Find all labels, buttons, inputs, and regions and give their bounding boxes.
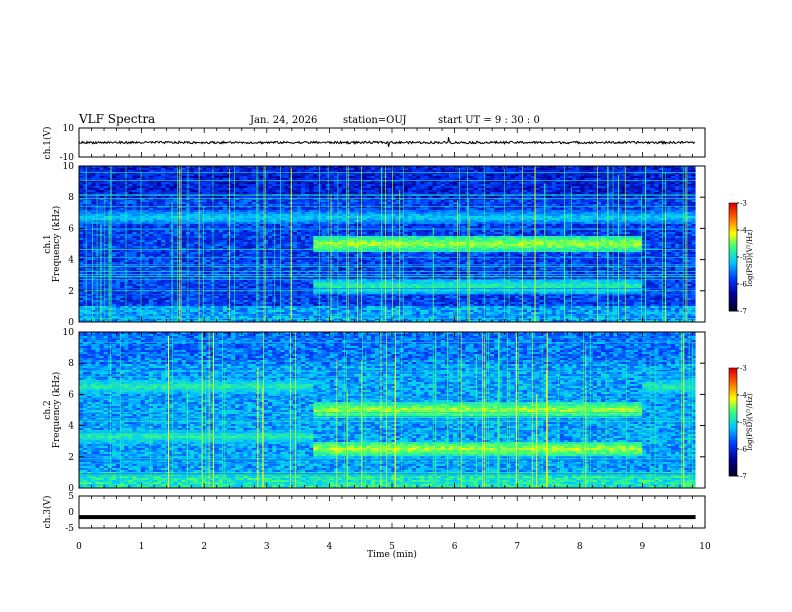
ch1-spectrogram-image	[79, 166, 705, 322]
start-time-label: start UT = 9 : 30 : 0	[438, 115, 540, 126]
station-label: station=OUJ	[343, 115, 407, 126]
figure-title: VLF Spectra	[78, 112, 155, 126]
ch1-ytick-top: 10	[63, 124, 75, 134]
date-label: Jan. 24, 2026	[249, 115, 317, 126]
ch1-wave-ylabel: ch.1(V)	[42, 127, 53, 160]
vlf-spectra-figure: VLF Spectra Jan. 24, 2026 station=OUJ st…	[0, 0, 792, 612]
